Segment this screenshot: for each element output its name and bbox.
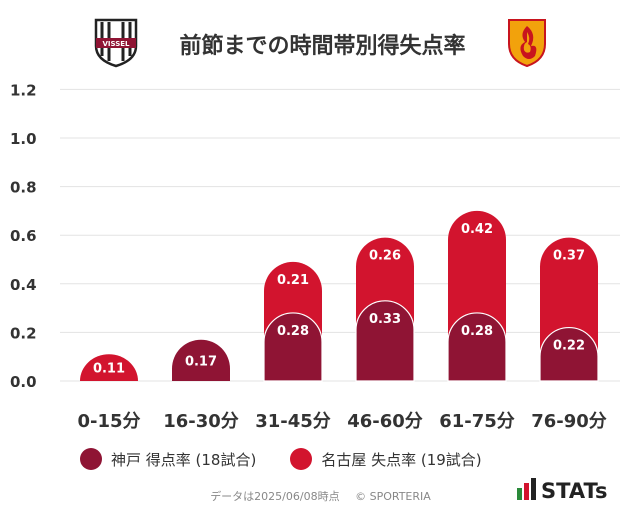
stats-logo-text: STATs — [541, 479, 607, 502]
data-label-nagoya: 0.37 — [553, 249, 585, 264]
data-label-nagoya: 0.42 — [461, 222, 493, 237]
x-tick-label: 61-75分 — [439, 411, 515, 432]
x-tick-label: 16-30分 — [163, 411, 239, 432]
bar-kobe-2 — [263, 312, 323, 382]
data-label-kobe: 0.28 — [277, 324, 309, 339]
data-label-kobe: 0.17 — [185, 354, 217, 369]
legend-label-nagoya: 名古屋 失点率 (19試合) — [321, 450, 482, 469]
legend-swatch-nagoya — [290, 448, 313, 470]
chart-header: VISSEL 前節までの時間帯別得失点率 — [0, 12, 641, 72]
y-tick-label: 0.4 — [10, 276, 37, 294]
data-label-kobe: 0.33 — [369, 312, 401, 327]
data-label-nagoya: 0.21 — [277, 273, 309, 288]
legend: 神戸 得点率 (18試合) 名古屋 失点率 (19試合) — [80, 448, 516, 470]
y-tick-label: 1.2 — [10, 81, 37, 99]
x-tick-label: 76-90分 — [531, 411, 607, 432]
x-tick-label: 0-15分 — [77, 411, 140, 432]
crest-text: VISSEL — [102, 40, 130, 48]
bar-kobe-3 — [355, 300, 415, 382]
y-tick-label: 1.0 — [10, 130, 37, 148]
y-tick-label: 0.0 — [10, 373, 37, 391]
nagoya-grampus-crest-icon — [508, 19, 546, 68]
x-tick-label: 31-45分 — [255, 411, 331, 432]
bar-nagoya-0 — [80, 354, 138, 381]
bar-kobe-4 — [447, 312, 507, 382]
legend-swatch-kobe — [80, 448, 102, 470]
x-tick-label: 46-60分 — [347, 411, 423, 432]
data-date-note: データは2025/06/08時点 — [210, 490, 340, 503]
y-tick-label: 0.2 — [10, 324, 37, 342]
copyright: © SPORTERIA — [355, 490, 431, 503]
bars — [80, 210, 599, 382]
y-tick-label: 0.8 — [10, 179, 37, 197]
chart-title: 前節までの時間帯別得失点率 — [179, 34, 466, 59]
chart-plot: 1.21.00.80.60.40.20.0 0.11 0.170.210.280.… — [10, 81, 620, 432]
legend-item-nagoya: 名古屋 失点率 (19試合) — [290, 448, 482, 470]
x-axis-ticks: 0-15分 16-30分 31-45分 46-60分 61-75分 76-90分 — [77, 411, 606, 432]
vissel-kobe-crest-icon: VISSEL — [94, 18, 138, 68]
stats-bars-icon — [517, 478, 536, 500]
data-label-nagoya: 0.11 — [93, 362, 125, 377]
footer: データは2025/06/08時点 © SPORTERIA — [0, 488, 641, 504]
y-axis-ticks: 1.2 1.0 0.8 0.6 0.4 0.2 0.0 — [10, 81, 37, 391]
data-label-kobe: 0.22 — [553, 339, 585, 354]
legend-item-kobe: 神戸 得点率 (18試合) — [80, 448, 256, 470]
data-label-nagoya: 0.26 — [369, 249, 401, 264]
y-tick-label: 0.6 — [10, 227, 37, 245]
data-label-kobe: 0.28 — [461, 324, 493, 339]
gridlines — [60, 88, 620, 382]
legend-label-kobe: 神戸 得点率 (18試合) — [111, 450, 257, 469]
bar-kobe-1 — [172, 339, 230, 381]
bar-kobe-5 — [539, 327, 599, 382]
stats-logo: STATs — [517, 478, 607, 502]
data-labels: 0.11 0.17 0.21 0.28 0.26 0.33 0.42 0.28 0.37 0.22 — [93, 222, 585, 377]
